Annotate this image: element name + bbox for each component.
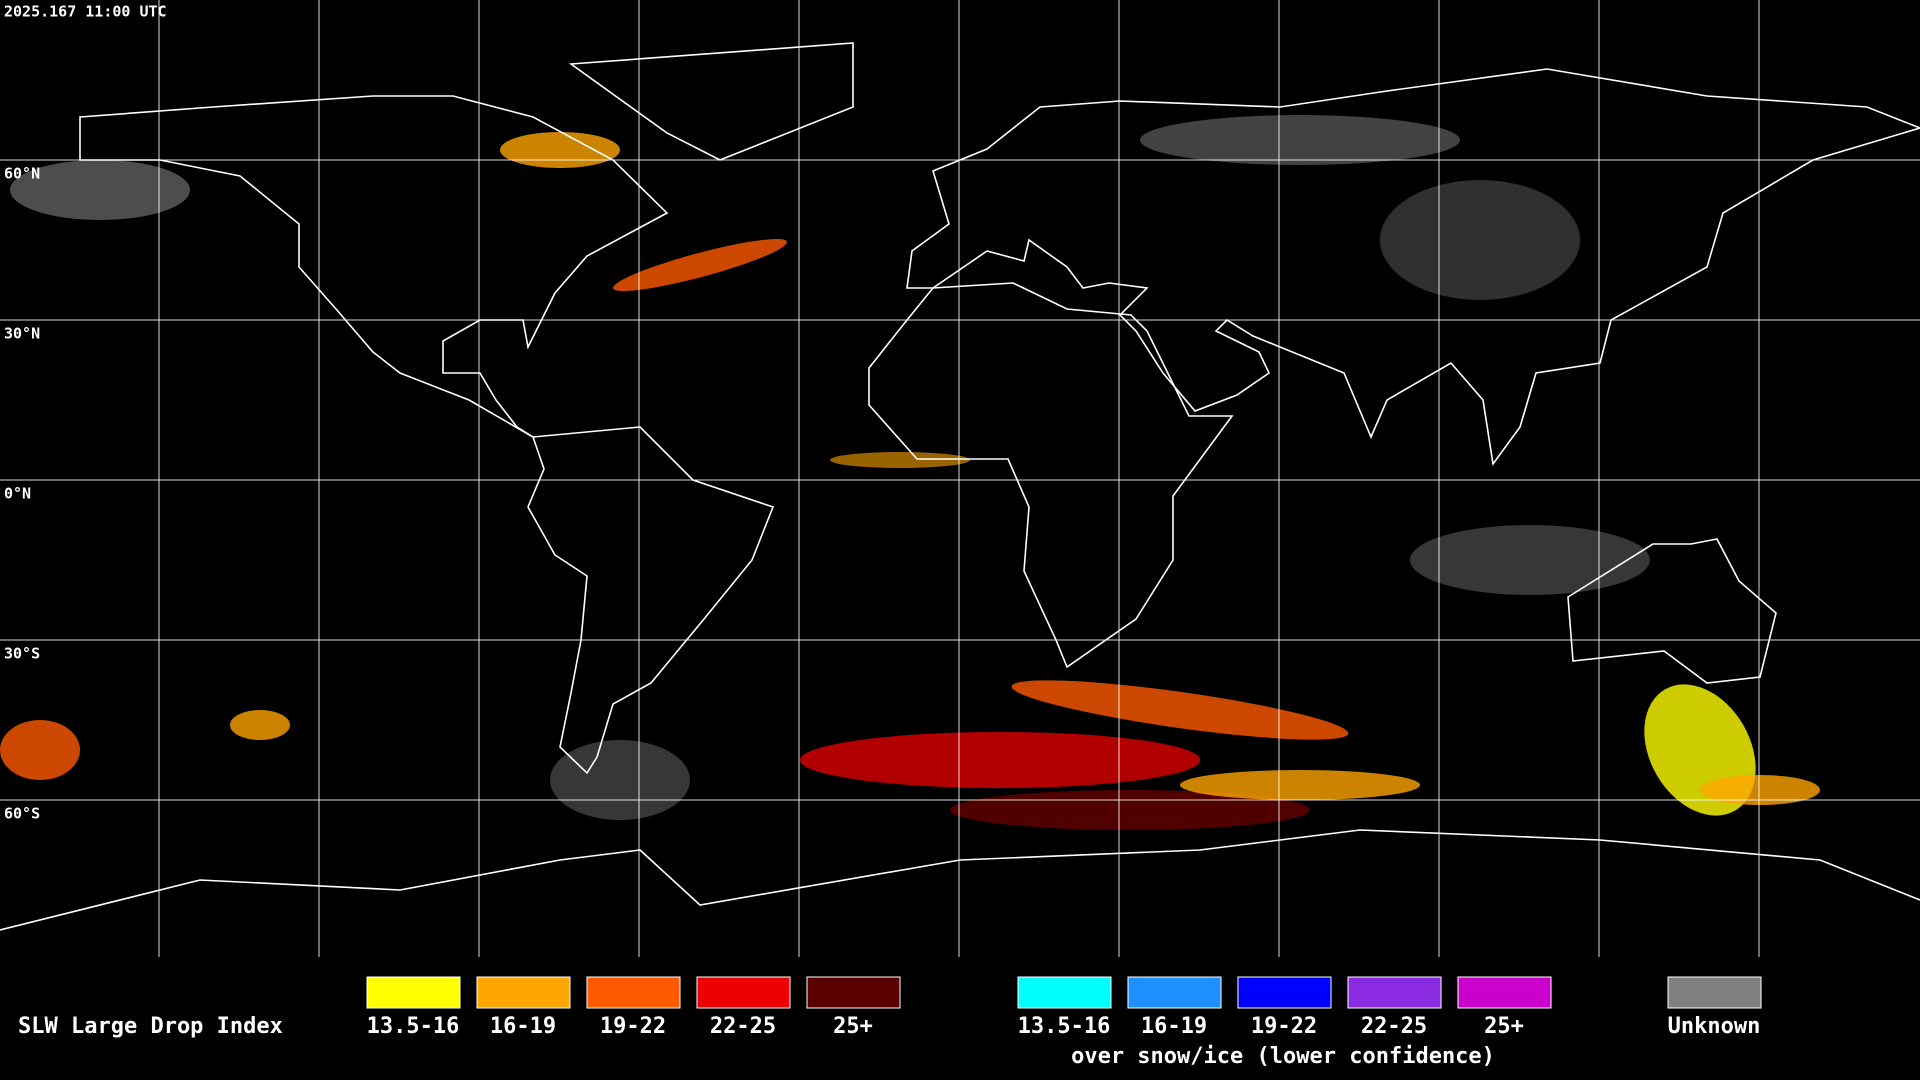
latitude-label: 60°S xyxy=(4,805,40,823)
north-america xyxy=(79,95,669,438)
snow-swatch xyxy=(1457,976,1552,1009)
unknown-patch xyxy=(1410,525,1650,595)
africa xyxy=(868,282,1234,669)
latitude-label: 30°S xyxy=(4,645,40,663)
unknown-swatch-label: Unknown xyxy=(1668,1014,1761,1039)
legend-title: SLW Large Drop Index xyxy=(18,1014,283,1039)
snow-swatch xyxy=(1237,976,1332,1009)
drop-patch xyxy=(1700,775,1820,805)
legend-swatch xyxy=(806,976,901,1009)
graticule xyxy=(0,0,1920,957)
eurasia xyxy=(906,68,1920,467)
coastlines xyxy=(0,42,1920,931)
snow-swatch-label: 19-22 xyxy=(1251,1014,1317,1039)
greenland xyxy=(568,42,854,161)
snow-swatch-label: 16-19 xyxy=(1141,1014,1207,1039)
unknown-swatch xyxy=(1667,976,1762,1009)
drop-patch xyxy=(830,452,970,468)
legend-swatch xyxy=(696,976,791,1009)
snow-swatch xyxy=(1347,976,1442,1009)
legend-swatch-label: 22-25 xyxy=(710,1014,776,1039)
drop-patch xyxy=(1011,680,1349,740)
drop-patch xyxy=(1180,770,1420,800)
antarctica xyxy=(0,829,1920,931)
cloud-patches xyxy=(0,115,1820,830)
legend-panel xyxy=(0,957,1920,1080)
snow-swatch xyxy=(1127,976,1222,1009)
timestamp: 2025.167 11:00 UTC xyxy=(4,3,167,21)
unknown-patch xyxy=(1380,180,1580,300)
legend-swatch-label: 16-19 xyxy=(490,1014,556,1039)
south-america xyxy=(527,426,775,775)
legend-swatch xyxy=(366,976,461,1009)
drop-patch xyxy=(500,132,620,168)
drop-patch xyxy=(800,732,1200,788)
latitude-label: 0°N xyxy=(4,485,31,503)
snow-swatch-label: 22-25 xyxy=(1361,1014,1427,1039)
legend-swatch-label: 19-22 xyxy=(600,1014,666,1039)
drop-patch xyxy=(0,720,80,780)
australia xyxy=(1567,538,1777,684)
snow-swatch xyxy=(1017,976,1112,1009)
drop-patch xyxy=(230,710,290,740)
snow-caption: over snow/ice (lower confidence) xyxy=(1071,1044,1495,1069)
drop-patch xyxy=(613,238,787,292)
legend-swatch-label: 13.5-16 xyxy=(367,1014,460,1039)
snow-swatch-label: 13.5-16 xyxy=(1018,1014,1111,1039)
legend-swatch xyxy=(476,976,571,1009)
latitude-label: 30°N xyxy=(4,325,40,343)
latitude-label: 60°N xyxy=(4,165,40,183)
legend-swatch xyxy=(586,976,681,1009)
unknown-patch xyxy=(10,160,190,220)
legend-swatch-label: 25+ xyxy=(833,1014,873,1039)
unknown-patch xyxy=(1140,115,1460,165)
snow-swatch-label: 25+ xyxy=(1484,1014,1524,1039)
unknown-patch xyxy=(550,740,690,820)
